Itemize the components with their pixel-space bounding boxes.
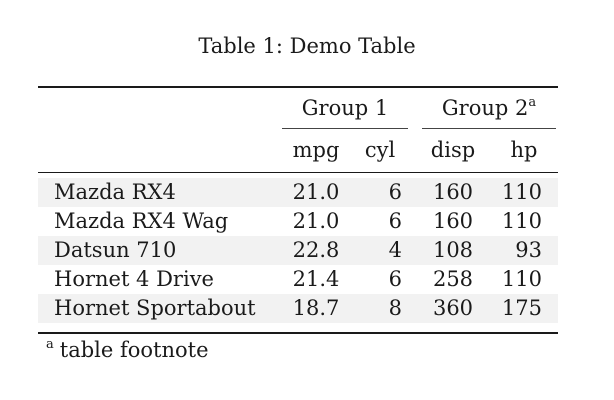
cell-cyl: 6 — [388, 267, 402, 291]
cell-cyl: 8 — [388, 296, 402, 320]
cell-mpg: 18.7 — [292, 296, 340, 320]
footnote-marker: a — [46, 337, 54, 352]
table-footnote: a table footnote — [46, 336, 209, 364]
column-header-cyl: cyl — [364, 138, 396, 162]
group-1-header: Group 1 — [282, 94, 408, 122]
column-header-disp: disp — [430, 138, 476, 162]
table-row: Mazda RX4 21.0 6 160 110 — [38, 178, 558, 207]
group-2-underline — [422, 128, 556, 129]
cell-disp: 360 — [432, 296, 474, 320]
row-name: Mazda RX4 — [54, 180, 176, 204]
table-body: Mazda RX4 21.0 6 160 110 Mazda RX4 Wag 2… — [38, 178, 558, 323]
cell-hp: 110 — [501, 267, 542, 291]
table-caption: Table 1: Demo Table — [0, 34, 614, 58]
header-rule — [38, 172, 558, 173]
row-name: Hornet Sportabout — [54, 296, 256, 320]
footnote-text: table footnote — [59, 338, 209, 362]
group-2-footnote-marker: a — [528, 95, 537, 110]
row-name: Datsun 710 — [54, 238, 177, 262]
group-1-underline — [282, 128, 408, 129]
column-header-hp: hp — [510, 138, 538, 162]
cell-disp: 160 — [432, 180, 474, 204]
cell-hp: 110 — [501, 209, 542, 233]
top-rule — [38, 86, 558, 88]
table-row: Hornet 4 Drive 21.4 6 258 110 — [38, 265, 558, 294]
caption-title: Demo Table — [289, 34, 416, 58]
bottom-rule — [38, 332, 558, 334]
cell-hp: 93 — [515, 238, 542, 262]
column-header-mpg: mpg — [292, 138, 340, 162]
cell-cyl: 4 — [388, 238, 402, 262]
table-row: Datsun 710 22.8 4 108 93 — [38, 236, 558, 265]
cell-cyl: 6 — [388, 209, 402, 233]
cell-hp: 175 — [501, 296, 542, 320]
table-row: Hornet Sportabout 18.7 8 360 175 — [38, 294, 558, 323]
cell-mpg: 21.0 — [292, 209, 340, 233]
group-1-label: Group 1 — [301, 96, 389, 120]
row-name: Hornet 4 Drive — [54, 267, 214, 291]
caption-label: Table 1: — [198, 34, 283, 58]
cell-mpg: 21.4 — [292, 267, 340, 291]
cell-hp: 110 — [501, 180, 542, 204]
cell-disp: 108 — [432, 238, 474, 262]
table-row: Mazda RX4 Wag 21.0 6 160 110 — [38, 207, 558, 236]
cell-disp: 258 — [432, 267, 474, 291]
cell-disp: 160 — [432, 209, 474, 233]
cell-mpg: 21.0 — [292, 180, 340, 204]
cell-mpg: 22.8 — [292, 238, 340, 262]
row-name: Mazda RX4 Wag — [54, 209, 229, 233]
group-2-header: Group 2a — [422, 94, 556, 122]
cell-cyl: 6 — [388, 180, 402, 204]
group-2-label: Group 2 — [441, 96, 529, 120]
